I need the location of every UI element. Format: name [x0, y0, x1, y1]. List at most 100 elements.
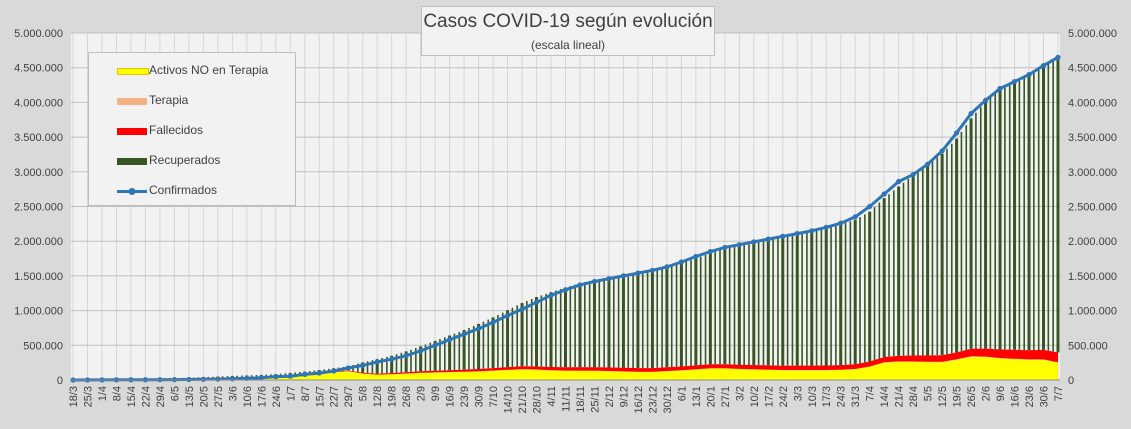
y2-tick-label: 2.500.000 — [1068, 202, 1117, 214]
title-box: Casos COVID-19 según evolución (escala l… — [421, 6, 715, 56]
x-tick-label: 21/10 — [517, 386, 529, 414]
x-tick-label: 15/4 — [126, 386, 138, 407]
fallecidos-area — [73, 348, 1058, 380]
x-tick-label: 24/3 — [836, 386, 848, 407]
confirmados-point — [316, 370, 322, 376]
x-tick-label: 8/7 — [300, 386, 312, 401]
x-tick-label: 18/11 — [575, 386, 587, 413]
y-tick-label: 0 — [57, 375, 63, 387]
confirmados-point — [200, 376, 206, 382]
confirmados-point — [649, 267, 656, 273]
x-tick-label: 19/5 — [952, 386, 964, 407]
x-tick-label: 5/8 — [358, 386, 370, 401]
y2-tick-label: 4.500.000 — [1068, 63, 1117, 75]
x-tick-label: 4/11 — [546, 386, 558, 407]
confirmados-point — [852, 214, 858, 220]
y2-tick-label: 2.000.000 — [1068, 236, 1117, 248]
x-tick-label: 1/4 — [97, 386, 109, 401]
x-tick-label: 14/10 — [503, 386, 515, 414]
x-tick-label: 27/1 — [720, 386, 732, 407]
confirmados-point — [722, 244, 728, 251]
x-tick-label: 25/11 — [589, 386, 601, 413]
confirmados-point — [273, 373, 279, 380]
x-tick-label: 26/8 — [401, 386, 413, 407]
x-tick-label: 9/6 — [995, 386, 1007, 401]
confirmados-point — [475, 326, 482, 332]
confirmados-point — [1026, 72, 1032, 78]
confirmados-point — [982, 97, 989, 103]
x-tick-label: 20/5 — [198, 386, 210, 407]
x-tick-label: 3/6 — [227, 386, 239, 401]
y-tick-label: 1.000.000 — [14, 306, 63, 318]
confirmados-point — [635, 270, 641, 276]
confirmados-point — [403, 353, 409, 359]
confirmados-point — [823, 224, 829, 230]
x-tick-label: 2/6 — [981, 386, 993, 401]
series-layer — [70, 54, 1061, 383]
legend-label-activos: Activos NO en Terapia — [149, 63, 269, 77]
legend-swatch-confirmados — [117, 188, 147, 195]
x-tick-label: 3/3 — [792, 386, 804, 401]
x-tick-label: 3/2 — [734, 386, 746, 401]
legend-label-terapia: Terapia — [149, 93, 189, 107]
x-tick-label: 18/3 — [68, 386, 80, 407]
confirmados-point — [548, 292, 554, 298]
y-axis-ticks: 0 500.000 1.000.000 1.500.000 2.000.000 2.500… — [14, 28, 63, 387]
x-tick-label: 23/6 — [1024, 386, 1036, 407]
confirmados-point — [360, 362, 366, 369]
x-tick-label: 30/6 — [1039, 386, 1051, 407]
x-tick-label: 19/8 — [387, 386, 399, 407]
x-tick-label: 28/10 — [532, 386, 544, 414]
confirmados-point — [925, 161, 931, 167]
x-tick-label: 25/3 — [82, 386, 94, 407]
x-tick-label: 27/5 — [213, 386, 225, 407]
confirmados-point — [345, 365, 351, 371]
legend-label-recuperados: Recuperados — [149, 153, 221, 167]
confirmados-point — [736, 242, 742, 248]
x-tick-label: 5/5 — [923, 386, 935, 401]
confirmados-point — [389, 356, 395, 362]
confirmados-point — [606, 276, 612, 282]
y-tick-label: 3.500.000 — [14, 132, 63, 144]
y2-tick-label: 0 — [1068, 375, 1074, 387]
y2-tick-label: 3.500.000 — [1068, 132, 1117, 144]
x-tick-label: 14/4 — [879, 386, 891, 407]
confirmados-point — [331, 368, 337, 374]
y2-tick-label: 1.000.000 — [1068, 306, 1117, 318]
x-tick-label: 24/2 — [778, 386, 790, 407]
x-tick-label: 13/1 — [691, 386, 703, 407]
y2-axis-ticks: 0 500.000 1.000.000 1.500.000 2.000.000 2.500… — [1068, 28, 1117, 387]
confirmados-point — [302, 371, 308, 378]
confirmados-point — [418, 348, 424, 354]
confirmados-point — [780, 233, 786, 239]
confirmados-point — [461, 331, 467, 337]
y-tick-label: 1.500.000 — [14, 271, 63, 283]
confirmados-point — [838, 220, 844, 226]
confirmados-point — [215, 376, 221, 382]
legend-swatch-terapia — [117, 98, 147, 105]
confirmados-point — [533, 299, 540, 305]
x-tick-label: 17/2 — [763, 386, 775, 407]
confirmados-point — [620, 273, 627, 279]
y-tick-label: 500.000 — [23, 340, 63, 352]
x-tick-label: 21/4 — [894, 386, 906, 407]
x-tick-label: 26/5 — [966, 386, 978, 407]
legend-swatch-activos — [117, 68, 149, 75]
confirmados-point — [1011, 78, 1018, 85]
y2-tick-label: 500.000 — [1068, 340, 1108, 352]
y2-tick-label: 4.000.000 — [1068, 97, 1117, 109]
confirmados-point — [258, 375, 264, 381]
legend-label-fallecidos: Fallecidos — [149, 123, 204, 137]
x-tick-label: 29/7 — [343, 386, 355, 407]
x-tick-label: 29/4 — [155, 386, 167, 407]
x-tick-label: 12/8 — [372, 386, 384, 407]
x-tick-label: 10/3 — [807, 386, 819, 407]
confirmados-point — [867, 203, 873, 210]
x-tick-label: 13/5 — [184, 386, 196, 407]
x-tick-label: 15/7 — [314, 386, 326, 407]
x-tick-label: 22/7 — [329, 386, 341, 407]
x-tick-label: 30/9 — [474, 386, 486, 407]
x-tick-label: 24/6 — [271, 386, 283, 407]
x-tick-label: 7/4 — [865, 386, 877, 401]
confirmados-point — [707, 249, 713, 255]
